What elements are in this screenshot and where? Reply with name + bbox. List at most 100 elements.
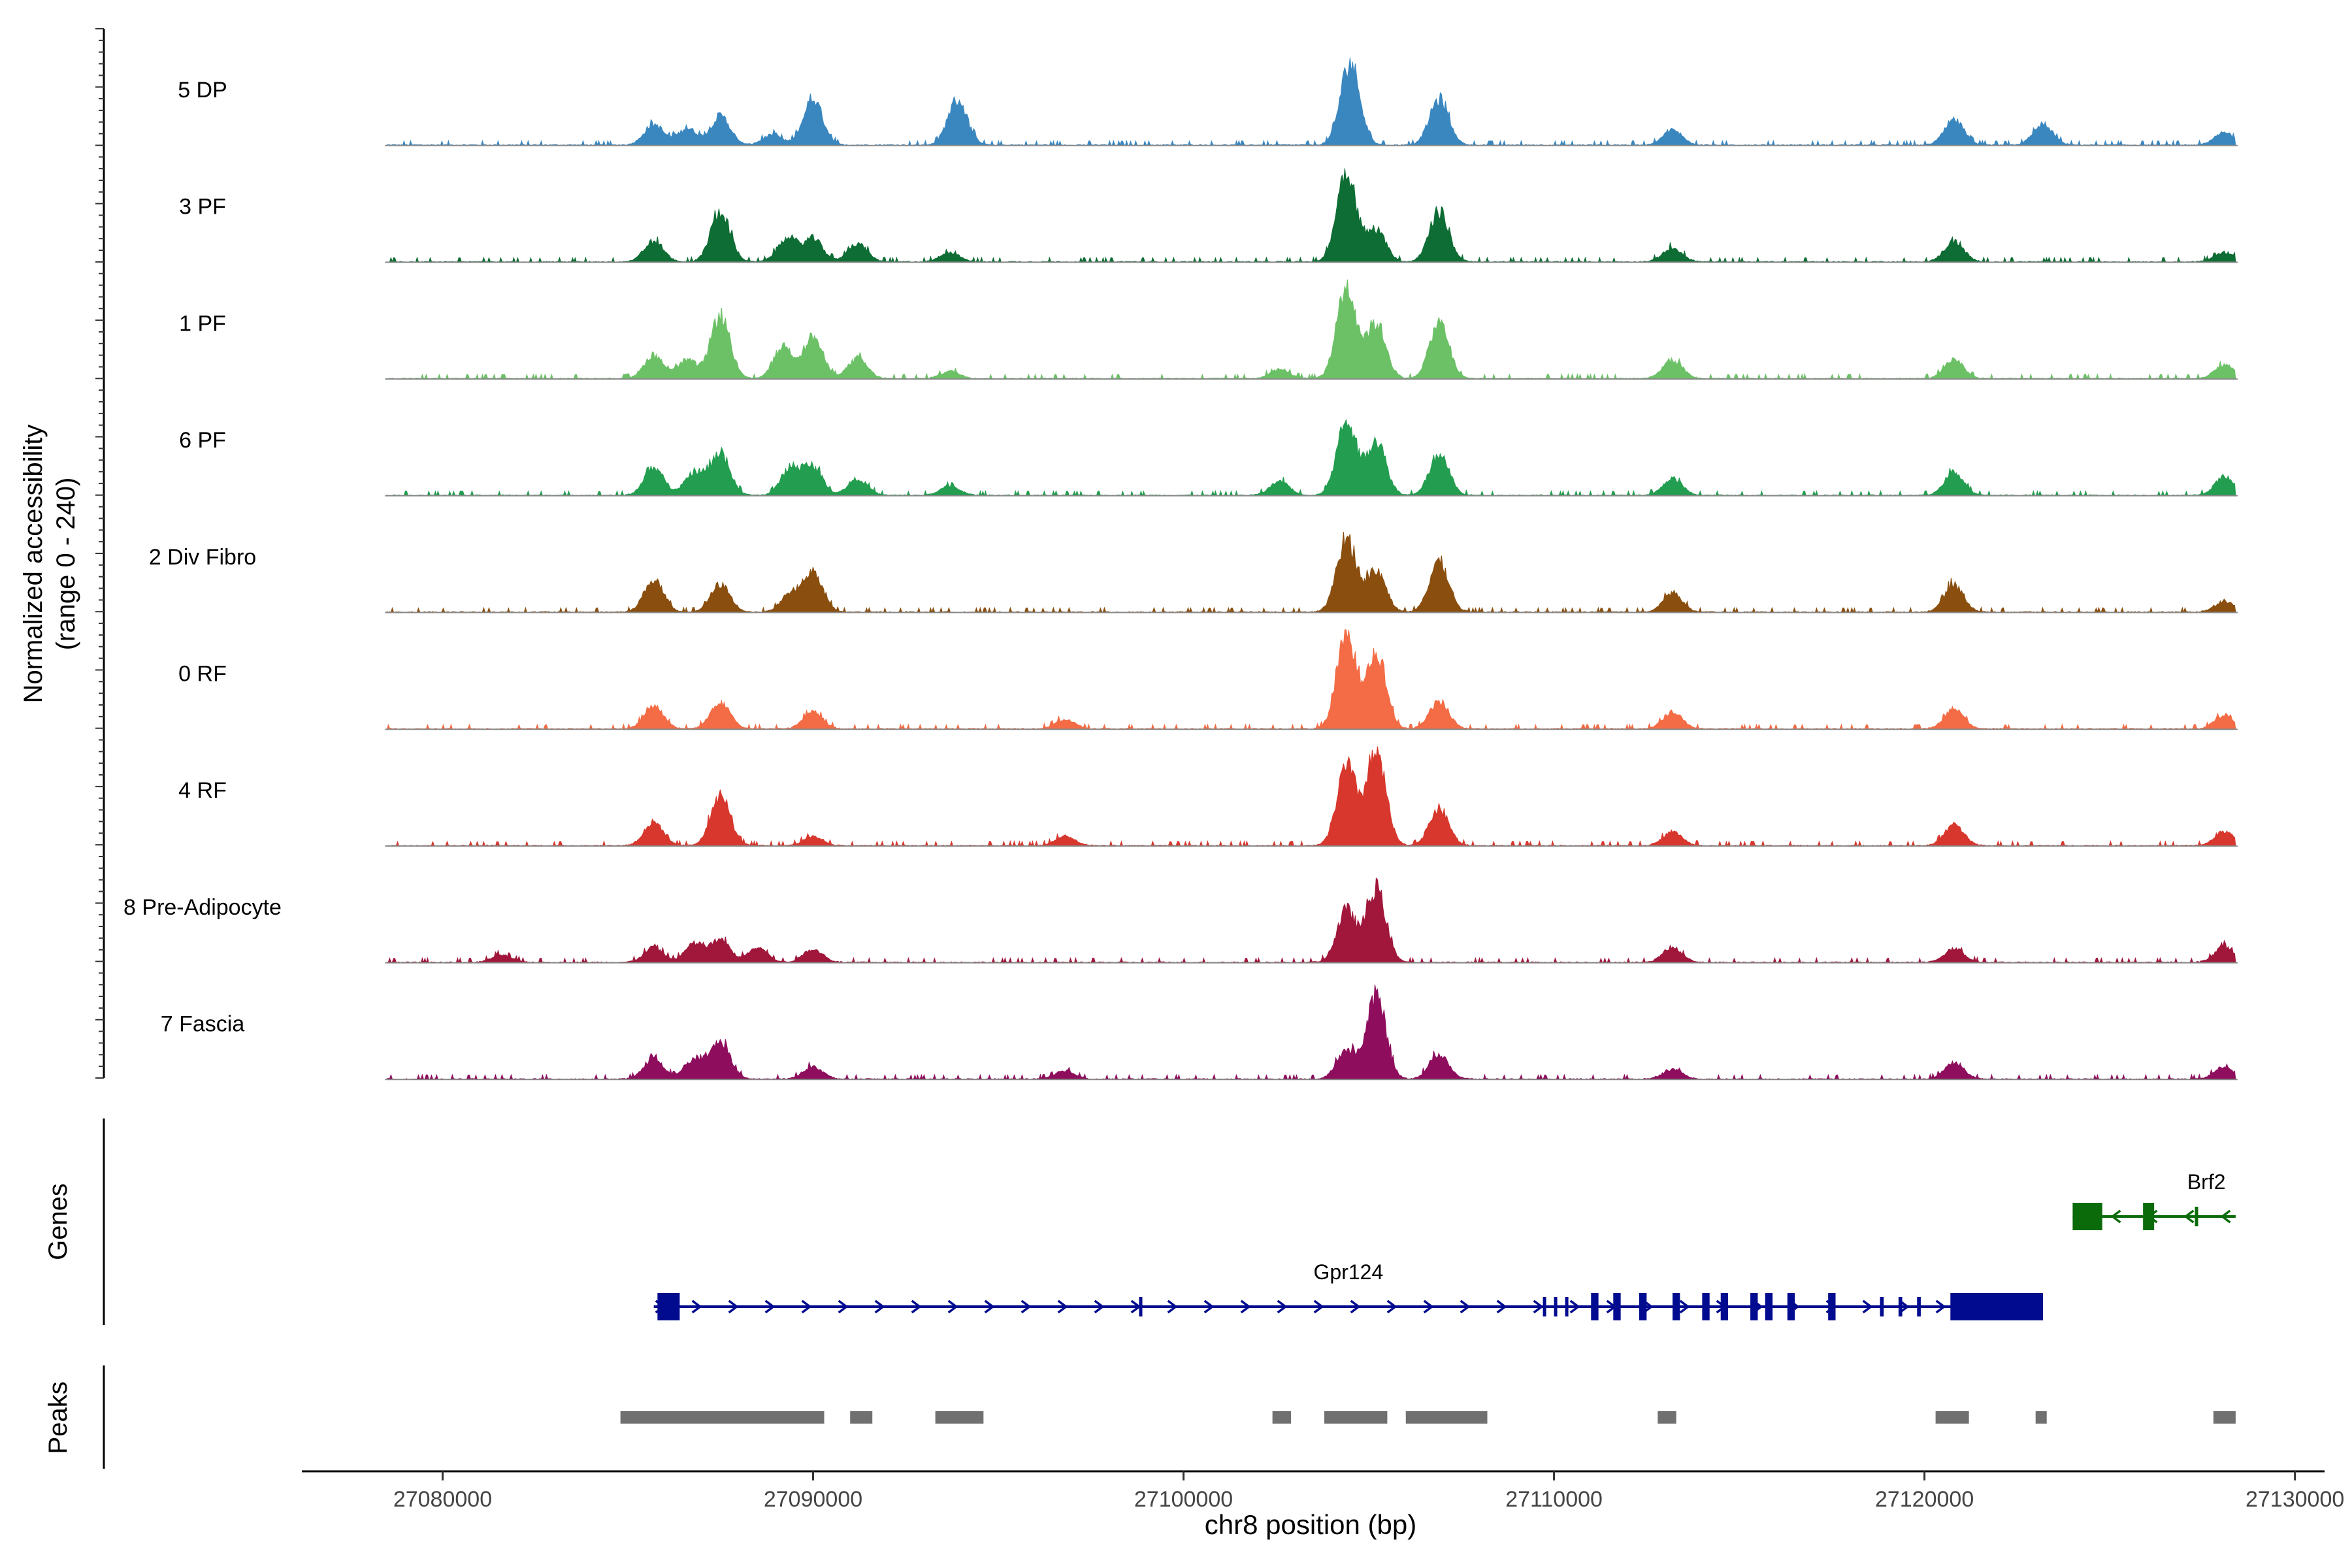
gene-name-label: Brf2 [2187,1170,2226,1194]
strand-chevron [1679,1299,1690,1314]
peak-region-bar [1405,1411,1488,1424]
gene-exon [1613,1293,1621,1320]
gene-exon [2143,1203,2155,1230]
x-tick-label: 27130000 [2246,1487,2344,1512]
strand-chevron [1350,1299,1361,1314]
gene-exon [1765,1293,1773,1320]
gene-exon [1639,1293,1647,1320]
gene-exon [1950,1293,2044,1320]
gene-exon [1702,1293,1710,1320]
coverage-tracks: 5 DP 3 PF 1 PF 6 PF 2 Div Fibro 0 RF 4 RF 8 Pre… [123,57,2238,1081]
strand-chevron [1021,1299,1032,1314]
strand-chevron [1935,1299,1946,1314]
coverage-track: 2 Div Fibro [149,532,2238,614]
gene-exon [1554,1297,1558,1316]
x-tick-label: 27120000 [1875,1487,1974,1512]
gene-exon [1828,1293,1836,1320]
strand-chevron [2183,1209,2195,1224]
strand-chevron [1533,1299,1544,1314]
accessibility-y-axis [95,28,105,1079]
gene-exon [1787,1293,1795,1320]
gene-exon [1917,1297,1921,1316]
strand-chevron [764,1299,776,1314]
strand-chevron [1277,1299,1288,1314]
strand-chevron [984,1299,995,1314]
gene-exon [1673,1293,1680,1320]
gene-exon [2072,1203,2102,1230]
coverage-track: 5 DP [178,57,2238,147]
peak-region-bar [1272,1411,1291,1424]
peak-region-bar [620,1411,825,1424]
coverage-track: 8 Pre-Adipocyte [123,877,2238,964]
strand-chevron [911,1299,922,1314]
genes-track-label: Genes [44,1183,73,1260]
strand-chevron [2110,1209,2121,1224]
coverage-area [386,57,2236,147]
track-label: 3 PF [179,195,226,220]
coverage-area [386,418,2236,497]
position-x-axis: 27080000 27090000 27100000 27110000 27120000… [302,1470,2344,1512]
strand-chevron [874,1299,885,1314]
strand-chevron [1386,1299,1397,1314]
gene-exon [1139,1297,1143,1316]
peak-region-bar [1324,1411,1388,1424]
strand-chevron [1094,1299,1105,1314]
coverage-area [386,877,2236,964]
y-axis-title-line1: Normalized accessibility [19,425,48,704]
gene: Gpr124 [653,1260,2044,1320]
coverage-area [386,532,2236,614]
track-label: 1 PF [179,311,226,336]
strand-chevron [1203,1299,1215,1314]
strand-chevron [1240,1299,1251,1314]
gene: Brf2 [2072,1170,2236,1230]
peak-region-bar [2035,1411,2047,1424]
coverage-track: 0 RF [178,629,2238,730]
track-label: 7 Fascia [161,1012,245,1037]
coverage-area [386,746,2236,847]
coverage-area [387,279,2236,380]
peaks-track-label: Peaks [44,1381,73,1454]
peak-region-bar [935,1411,984,1424]
strand-chevron [947,1299,958,1314]
y-axis-title-line2: (range 0 - 240) [52,478,80,651]
strand-chevron [1862,1299,1873,1314]
coverage-track: 3 PF [179,168,2238,264]
track-label: 0 RF [178,662,227,687]
coverage-area [386,168,2236,264]
x-tick-label: 27110000 [1505,1487,1603,1512]
x-tick-label: 27100000 [1134,1487,1233,1512]
gene-exon [1898,1297,1903,1316]
strand-chevron [1313,1299,1324,1314]
track-label: 5 DP [178,78,227,103]
gene-exon [657,1293,680,1320]
strand-chevron [691,1299,702,1314]
gene-exon [1565,1297,1569,1316]
peak-regions [620,1411,2236,1424]
coverage-track: 7 Fascia [161,985,2238,1081]
track-label: 2 Div Fibro [149,545,256,570]
strand-chevron [728,1299,739,1314]
strand-chevron [1057,1299,1068,1314]
gene-exon [1750,1293,1758,1320]
track-label: 8 Pre-Adipocyte [123,895,282,920]
coverage-area [386,629,2236,730]
strand-chevron [1423,1299,1434,1314]
gene-exon [1543,1297,1546,1316]
x-tick-label: 27080000 [393,1487,492,1512]
strand-chevron [1569,1299,1580,1314]
x-tick-label: 27090000 [764,1487,862,1512]
strand-chevron [1167,1299,1178,1314]
gene-name-label: Gpr124 [1314,1260,1384,1284]
peak-region-bar [850,1411,873,1424]
coverage-track: 1 PF [179,279,2238,380]
track-label: 6 PF [179,428,226,453]
peak-region-bar [1658,1411,1676,1424]
gene-exon [1880,1297,1884,1316]
strand-chevron [1496,1299,1507,1314]
gene-annotations: Brf2 Gpr124 [653,1170,2236,1320]
track-label: 4 RF [178,778,227,803]
coverage-track: 4 RF [178,746,2238,847]
x-axis-title: chr8 position (bp) [1205,1509,1417,1540]
strand-chevron [801,1299,812,1314]
